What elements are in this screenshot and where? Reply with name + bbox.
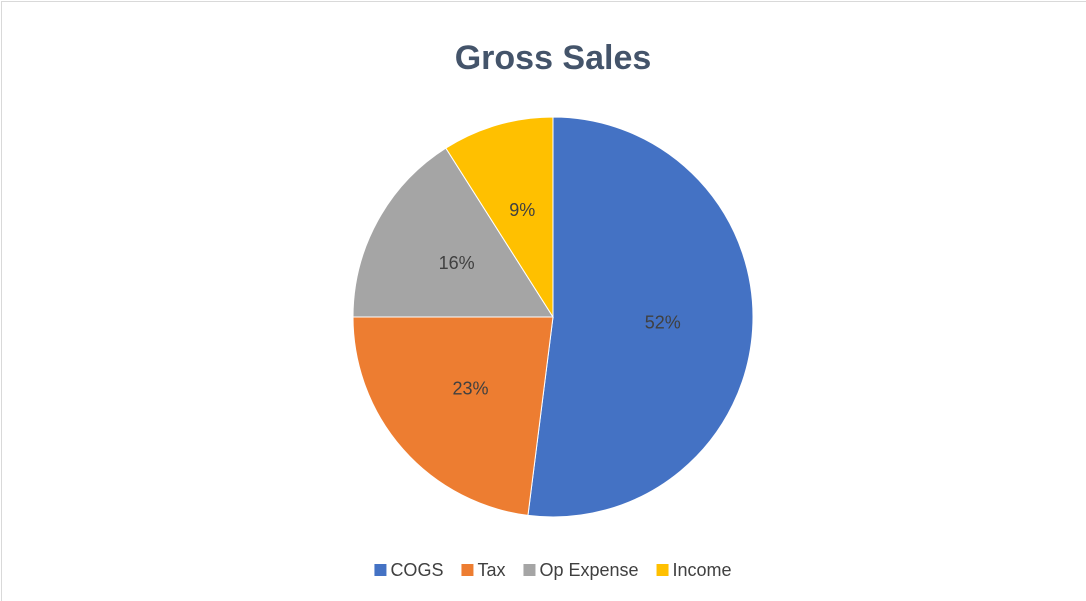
legend-swatch <box>523 564 536 576</box>
data-label: 23% <box>452 378 488 398</box>
legend-label: COGS <box>390 560 443 580</box>
legend-label: Tax <box>477 560 505 580</box>
legend-swatch <box>461 564 474 576</box>
chart-title: Gross Sales <box>455 39 652 77</box>
data-label: 9% <box>509 200 535 220</box>
legend-label: Income <box>673 560 732 580</box>
pie-slice <box>527 116 754 518</box>
pie-slice <box>352 316 554 516</box>
legend-label: Op Expense <box>539 560 638 580</box>
legend-swatch <box>656 564 669 576</box>
legend-swatch <box>374 564 387 576</box>
data-label: 52% <box>645 313 681 333</box>
pie-slice <box>352 147 554 318</box>
data-label: 16% <box>439 253 475 273</box>
pie-slice <box>445 116 554 319</box>
